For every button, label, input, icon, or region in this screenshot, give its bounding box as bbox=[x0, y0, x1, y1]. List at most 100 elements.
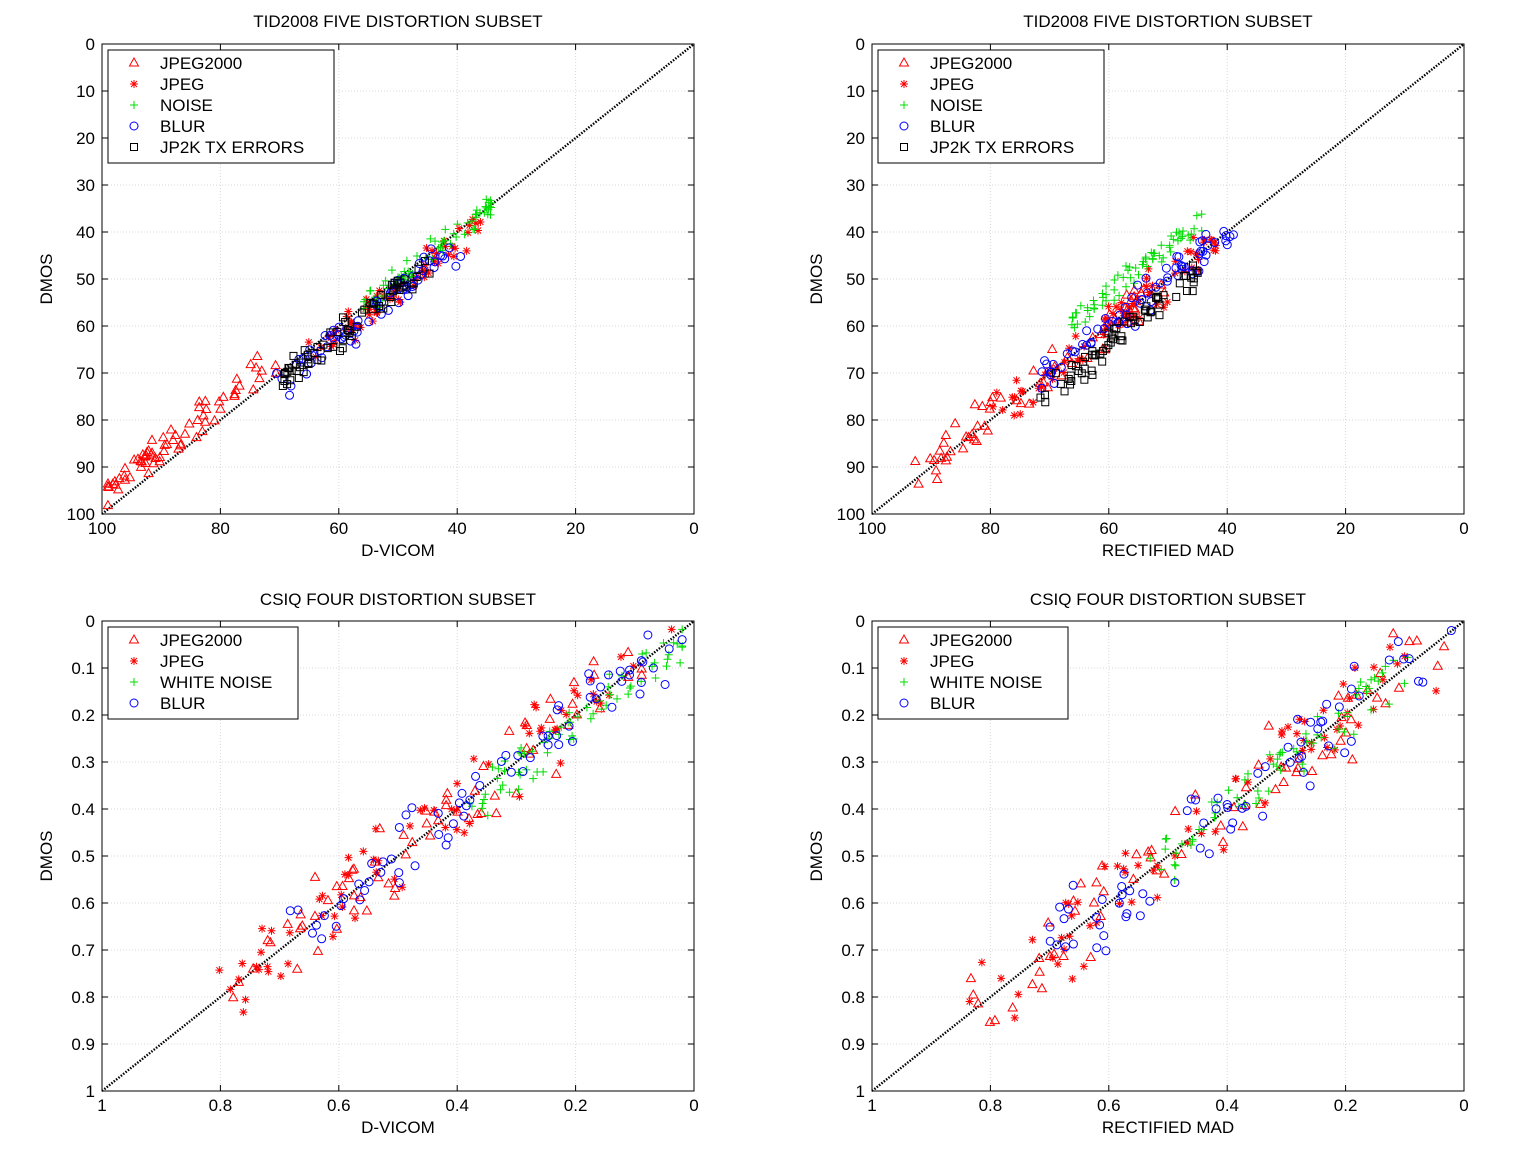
data-point bbox=[198, 409, 209, 420]
data-point bbox=[1049, 378, 1059, 388]
data-point bbox=[1076, 301, 1085, 310]
data-point bbox=[372, 291, 381, 300]
data-point bbox=[1037, 367, 1047, 377]
data-point bbox=[1068, 880, 1078, 890]
data-point bbox=[965, 972, 977, 983]
data-point bbox=[478, 799, 487, 808]
series-jpeg bbox=[965, 643, 1441, 1022]
data-point bbox=[1183, 839, 1192, 848]
data-point bbox=[1099, 324, 1109, 334]
data-point bbox=[1258, 811, 1268, 821]
data-point bbox=[660, 679, 670, 689]
legend-marker bbox=[898, 633, 910, 644]
y-tick-label: 0.6 bbox=[71, 894, 95, 913]
data-point bbox=[416, 806, 425, 815]
legend-marker bbox=[898, 56, 910, 67]
data-point bbox=[562, 710, 571, 719]
data-point bbox=[1172, 849, 1181, 858]
data-point bbox=[571, 708, 583, 719]
legend-marker bbox=[899, 121, 909, 131]
data-point bbox=[434, 829, 444, 839]
data-point bbox=[354, 879, 364, 889]
data-point bbox=[1100, 862, 1109, 871]
data-point bbox=[1299, 736, 1308, 745]
data-point bbox=[374, 856, 383, 865]
data-point bbox=[441, 840, 451, 850]
data-point bbox=[517, 743, 526, 752]
data-point bbox=[360, 305, 369, 314]
data-point bbox=[1173, 236, 1182, 245]
legend-marker bbox=[900, 80, 908, 88]
data-point bbox=[1125, 313, 1134, 322]
data-point bbox=[1085, 312, 1094, 321]
data-point bbox=[1334, 702, 1344, 712]
data-point bbox=[1142, 845, 1154, 856]
legend: JPEG2000 JPEG NOISE BLUR JP2K TX ERRORS bbox=[877, 49, 1105, 164]
data-point bbox=[573, 712, 582, 721]
data-point bbox=[1010, 1013, 1019, 1022]
data-point bbox=[1137, 295, 1147, 305]
data-point bbox=[143, 444, 154, 455]
data-point bbox=[1131, 264, 1140, 273]
data-point bbox=[296, 920, 308, 930]
data-point bbox=[1119, 309, 1128, 318]
data-point bbox=[1061, 898, 1070, 907]
data-point bbox=[569, 734, 578, 743]
data-point bbox=[324, 332, 333, 341]
data-point bbox=[285, 906, 295, 916]
data-point bbox=[278, 381, 287, 390]
data-point bbox=[1142, 282, 1151, 291]
data-point bbox=[1400, 652, 1409, 661]
data-point bbox=[664, 644, 674, 654]
data-point bbox=[1180, 267, 1189, 276]
data-point bbox=[1154, 295, 1163, 304]
data-point bbox=[317, 356, 326, 365]
data-point bbox=[482, 195, 491, 204]
data-point bbox=[1316, 717, 1326, 727]
data-point bbox=[276, 972, 285, 981]
data-point bbox=[1317, 733, 1326, 742]
data-point bbox=[1042, 916, 1054, 927]
data-point bbox=[995, 392, 1007, 402]
data-point bbox=[521, 721, 530, 730]
data-point bbox=[1385, 700, 1394, 709]
data-point bbox=[229, 388, 240, 399]
data-point bbox=[1098, 357, 1107, 366]
data-point bbox=[256, 365, 268, 375]
data-point bbox=[464, 228, 473, 237]
data-point bbox=[971, 435, 982, 446]
data-point bbox=[1099, 931, 1109, 941]
data-point bbox=[636, 656, 646, 666]
data-point bbox=[263, 962, 272, 971]
data-point bbox=[1226, 824, 1236, 834]
data-point bbox=[333, 328, 342, 337]
data-point bbox=[453, 220, 462, 229]
data-point bbox=[1122, 282, 1131, 291]
data-point bbox=[451, 261, 461, 271]
data-point bbox=[472, 210, 481, 219]
data-point bbox=[389, 890, 400, 900]
y-tick-label: 0 bbox=[86, 612, 95, 631]
data-point bbox=[315, 895, 324, 904]
data-point bbox=[331, 880, 343, 891]
data-point bbox=[1100, 315, 1109, 324]
data-point bbox=[414, 264, 423, 273]
data-point bbox=[469, 754, 478, 763]
data-point bbox=[1134, 861, 1143, 870]
data-point bbox=[1014, 990, 1023, 999]
data-point bbox=[564, 721, 574, 731]
legend-box bbox=[877, 49, 1105, 164]
data-point bbox=[310, 348, 319, 357]
data-point bbox=[1052, 363, 1061, 372]
data-point bbox=[1121, 302, 1131, 312]
data-point bbox=[909, 455, 921, 465]
data-point bbox=[1171, 257, 1180, 266]
data-point bbox=[200, 403, 212, 414]
data-point bbox=[1116, 305, 1125, 314]
data-point bbox=[554, 740, 564, 750]
data-point bbox=[1362, 684, 1373, 694]
data-point bbox=[347, 318, 356, 327]
data-point bbox=[1297, 751, 1307, 761]
data-point bbox=[1153, 893, 1162, 902]
legend-marker bbox=[130, 80, 138, 88]
